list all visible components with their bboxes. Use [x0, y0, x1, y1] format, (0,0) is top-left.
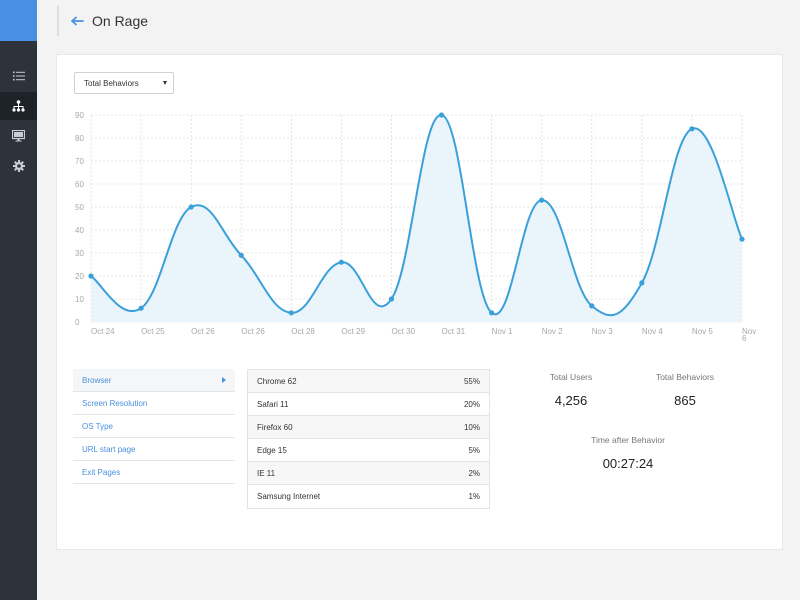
- y-tick-label: 20: [75, 272, 84, 281]
- data-point[interactable]: [489, 310, 495, 316]
- table-row: Edge 15 5%: [248, 439, 489, 462]
- breakdown-item[interactable]: OS Type: [73, 415, 235, 438]
- metric-select[interactable]: Total Behaviors: [74, 72, 174, 94]
- data-point[interactable]: [589, 303, 595, 309]
- table-row: Samsung Internet 1%: [248, 485, 489, 508]
- browser-name: Firefox 60: [257, 422, 293, 432]
- breakdown-item-label: OS Type: [82, 421, 113, 431]
- breakdown-item[interactable]: URL start page: [73, 438, 235, 461]
- breakdown-item[interactable]: Screen Resolution: [73, 392, 235, 415]
- breakdown-item-label: URL start page: [82, 444, 136, 454]
- breakdown-item[interactable]: Exit Pages: [73, 461, 235, 484]
- data-point[interactable]: [388, 296, 395, 302]
- browser-percent: 5%: [468, 445, 480, 455]
- browser-percent: 1%: [468, 492, 480, 501]
- data-point[interactable]: [539, 197, 545, 203]
- x-tick-label: Oct 28: [291, 327, 315, 336]
- browser-table: Chrome 62 55% Safari 11 20% Firefox 60 10% Edg…: [247, 369, 490, 509]
- behavior-chart: 0 10 20 30 40 50 60 70 80 90 Oct 24 Oct 25 Oct 26 Oct…: [75, 111, 756, 343]
- chevron-right-icon: [222, 377, 226, 383]
- browser-percent: 20%: [463, 399, 480, 409]
- data-point[interactable]: [288, 310, 294, 316]
- x-tick-label: Nov 5: [692, 327, 713, 336]
- caret-down-icon: [163, 81, 167, 85]
- y-tick-label: 0: [75, 318, 80, 327]
- breakdown-item[interactable]: Browser: [73, 369, 235, 392]
- x-tick-label: Oct 29: [341, 327, 365, 336]
- total-users-label: Total Users: [549, 372, 593, 382]
- data-point[interactable]: [238, 252, 244, 258]
- time-after-behavior-value: 00:27:24: [602, 456, 654, 471]
- rage-card: Total Behaviors 0 10 20 30 40 50 60 70 80 90 Oct 2…: [56, 54, 783, 550]
- metric-select-value: Total Behaviors: [84, 78, 139, 88]
- header: On Rage: [37, 0, 800, 42]
- y-tick-label: 90: [75, 111, 84, 120]
- breakdown-item-label: Browser: [82, 375, 112, 385]
- page-title: On Rage: [92, 13, 149, 29]
- y-tick-label: 40: [75, 226, 84, 235]
- back-arrow-icon[interactable]: [71, 14, 85, 28]
- breakdown-item-label: Exit Pages: [82, 467, 121, 477]
- list-icon: [12, 71, 25, 81]
- browser-name: IE 11: [257, 468, 276, 478]
- hierarchy-icon: [12, 100, 25, 112]
- sidebar-item-list[interactable]: [0, 62, 37, 90]
- browser-name: Edge 15: [257, 445, 287, 455]
- header-divider: [57, 6, 59, 36]
- total-behaviors-value: 865: [674, 393, 696, 408]
- x-tick-label: Nov 3: [592, 327, 613, 336]
- total-behaviors-label: Total Behaviors: [655, 372, 715, 382]
- data-point[interactable]: [739, 236, 745, 242]
- x-tick-label: Nov 2: [542, 327, 563, 336]
- x-tick-label: Oct 24: [91, 327, 115, 336]
- browser-percent: 2%: [468, 468, 480, 478]
- time-after-behavior-label: Time after Behavior: [591, 435, 665, 445]
- y-tick-label: 30: [75, 249, 84, 258]
- x-tick-label: Nov 4: [642, 327, 663, 336]
- data-point[interactable]: [338, 259, 344, 265]
- x-tick-label: Nov 1: [492, 327, 513, 336]
- table-row: Chrome 62 55%: [248, 370, 489, 393]
- browser-name: Samsung Internet: [257, 492, 321, 501]
- sidebar-item-settings[interactable]: [0, 152, 37, 180]
- gear-icon: [12, 160, 25, 172]
- total-users-value: 4,256: [554, 393, 588, 408]
- data-point[interactable]: [88, 273, 94, 279]
- breakdown-menu: Browser Screen Resolution OS Type URL start…: [73, 369, 235, 484]
- browser-name: Chrome 62: [257, 376, 297, 386]
- x-tick-label: Oct 30: [391, 327, 415, 336]
- data-point[interactable]: [689, 126, 695, 132]
- sidebar-item-monitor[interactable]: [0, 122, 37, 150]
- data-point[interactable]: [438, 112, 445, 118]
- x-tick-label: Oct 25: [141, 327, 165, 336]
- x-tick-label: Nov 6: [742, 327, 756, 343]
- browser-percent: 10%: [463, 422, 480, 432]
- browser-name: Safari 11: [257, 399, 289, 409]
- monitor-icon: [12, 130, 25, 142]
- browser-percent: 55%: [463, 376, 480, 386]
- y-tick-label: 60: [75, 180, 84, 189]
- data-point[interactable]: [188, 204, 194, 210]
- sidebar: [0, 0, 37, 600]
- table-row: Safari 11 20%: [248, 393, 489, 416]
- sidebar-item-hierarchy[interactable]: [0, 92, 37, 120]
- breakdown-item-label: Screen Resolution: [82, 398, 148, 408]
- table-row: Firefox 60 10%: [248, 416, 489, 439]
- y-tick-label: 10: [75, 295, 84, 304]
- series-area: [91, 114, 742, 322]
- y-tick-label: 70: [75, 157, 84, 166]
- y-tick-label: 50: [75, 203, 84, 212]
- data-point[interactable]: [138, 305, 144, 311]
- x-tick-label: Oct 31: [442, 327, 466, 336]
- y-tick-label: 80: [75, 134, 84, 143]
- logo[interactable]: [0, 0, 37, 41]
- data-point[interactable]: [639, 280, 645, 286]
- x-tick-label: Oct 26: [241, 327, 265, 336]
- table-row: IE 11 2%: [248, 462, 489, 485]
- x-tick-label: Oct 26: [191, 327, 215, 336]
